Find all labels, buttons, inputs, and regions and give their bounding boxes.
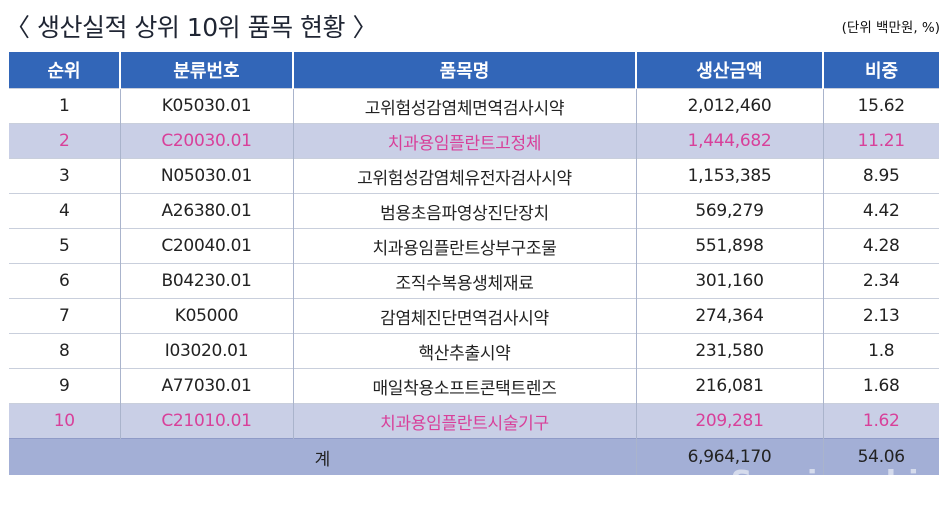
total-share: 54.06 xyxy=(822,438,939,475)
cell-code: K05000 xyxy=(119,298,293,334)
cell-code: C20030.01 xyxy=(119,123,293,159)
cell-rank: 5 xyxy=(9,228,120,264)
cell-code: A77030.01 xyxy=(119,368,293,404)
cell-item: 치과용임플란트고정체 xyxy=(292,123,636,159)
cell-item: 치과용임플란트상부구조물 xyxy=(292,228,636,264)
cell-code: C20040.01 xyxy=(119,228,293,264)
table-row: 2 C20030.01 치과용임플란트고정체 1,444,682 11.21 xyxy=(9,123,939,159)
cell-amount: 301,160 xyxy=(635,263,823,299)
cell-item: 핵산추출시약 xyxy=(292,333,636,369)
cell-code: I03020.01 xyxy=(119,333,293,369)
table-row: 9 A77030.01 매일착용소프트콘택트렌즈 216,081 1.68 xyxy=(9,368,939,404)
cell-item: 고위험성감염체유전자검사시약 xyxy=(292,158,636,194)
cell-amount: 231,580 xyxy=(635,333,823,369)
cell-share: 4.42 xyxy=(822,193,939,229)
cell-code: B04230.01 xyxy=(119,263,293,299)
cell-rank: 3 xyxy=(9,158,120,194)
cell-rank: 6 xyxy=(9,263,120,299)
cell-amount: 209,281 xyxy=(635,403,823,439)
cell-amount: 551,898 xyxy=(635,228,823,264)
page-title: 〈 생산실적 상위 10위 품목 현황 〉 xyxy=(5,13,378,42)
cell-rank: 9 xyxy=(9,368,120,404)
table-row: 6 B04230.01 조직수복용생체재료 301,160 2.34 xyxy=(9,263,939,299)
table-row: 8 I03020.01 핵산추출시약 231,580 1.8 xyxy=(9,333,939,369)
cell-share: 1.8 xyxy=(822,333,939,369)
cell-share: 4.28 xyxy=(822,228,939,264)
cell-code: A26380.01 xyxy=(119,193,293,229)
header-rank: 순위 xyxy=(9,52,120,89)
cell-item: 감염체진단면역검사시약 xyxy=(292,298,636,334)
watermark-logo: Seminar.biz xyxy=(730,465,938,500)
cell-item: 치과용임플란트시술기구 xyxy=(292,403,636,439)
cell-amount: 1,444,682 xyxy=(635,123,823,159)
total-amount: 6,964,170 xyxy=(635,438,823,475)
production-ranking-table: 순위 분류번호 품목명 생산금액 비중 1 K05030.01 고위험성감염체면역검… xyxy=(9,52,939,475)
cell-code: N05030.01 xyxy=(119,158,293,194)
cell-item: 매일착용소프트콘택트렌즈 xyxy=(292,368,636,404)
cell-share: 8.95 xyxy=(822,158,939,194)
cell-rank: 7 xyxy=(9,298,120,334)
table-row: 10 C21010.01 치과용임플란트시술기구 209,281 1.62 xyxy=(9,403,939,439)
cell-code: K05030.01 xyxy=(119,88,293,124)
cell-amount: 1,153,385 xyxy=(635,158,823,194)
header-share: 비중 xyxy=(822,52,939,89)
header-code: 분류번호 xyxy=(119,52,293,89)
cell-share: 11.21 xyxy=(822,123,939,159)
table-header-row: 순위 분류번호 품목명 생산금액 비중 xyxy=(9,52,939,89)
header-item: 품목명 xyxy=(292,52,636,89)
cell-item: 조직수복용생체재료 xyxy=(292,263,636,299)
cell-rank: 2 xyxy=(9,123,120,159)
table-row: 3 N05030.01 고위험성감염체유전자검사시약 1,153,385 8.95 xyxy=(9,158,939,194)
cell-rank: 8 xyxy=(9,333,120,369)
table-row: 4 A26380.01 범용초음파영상진단장치 569,279 4.42 xyxy=(9,193,939,229)
cell-amount: 274,364 xyxy=(635,298,823,334)
cell-amount: 569,279 xyxy=(635,193,823,229)
header-amount: 생산금액 xyxy=(635,52,823,89)
cell-share: 1.62 xyxy=(822,403,939,439)
unit-note: (단위 백만원, %) xyxy=(841,20,940,36)
cell-share: 15.62 xyxy=(822,88,939,124)
cell-share: 2.13 xyxy=(822,298,939,334)
table-body: 1 K05030.01 고위험성감염체면역검사시약 2,012,460 15.62 2 C2… xyxy=(9,88,939,439)
cell-share: 2.34 xyxy=(822,263,939,299)
cell-rank: 10 xyxy=(9,403,120,439)
table-row: 7 K05000 감염체진단면역검사시약 274,364 2.13 xyxy=(9,298,939,334)
cell-rank: 4 xyxy=(9,193,120,229)
cell-item: 고위험성감염체면역검사시약 xyxy=(292,88,636,124)
cell-code: C21010.01 xyxy=(119,403,293,439)
total-label: 계 xyxy=(9,438,636,475)
total-row: 계 6,964,170 54.06 xyxy=(9,438,939,475)
cell-rank: 1 xyxy=(9,88,120,124)
cell-amount: 216,081 xyxy=(635,368,823,404)
cell-amount: 2,012,460 xyxy=(635,88,823,124)
cell-item: 범용초음파영상진단장치 xyxy=(292,193,636,229)
table-row: 1 K05030.01 고위험성감염체면역검사시약 2,012,460 15.62 xyxy=(9,88,939,124)
table-row: 5 C20040.01 치과용임플란트상부구조물 551,898 4.28 xyxy=(9,228,939,264)
cell-share: 1.68 xyxy=(822,368,939,404)
